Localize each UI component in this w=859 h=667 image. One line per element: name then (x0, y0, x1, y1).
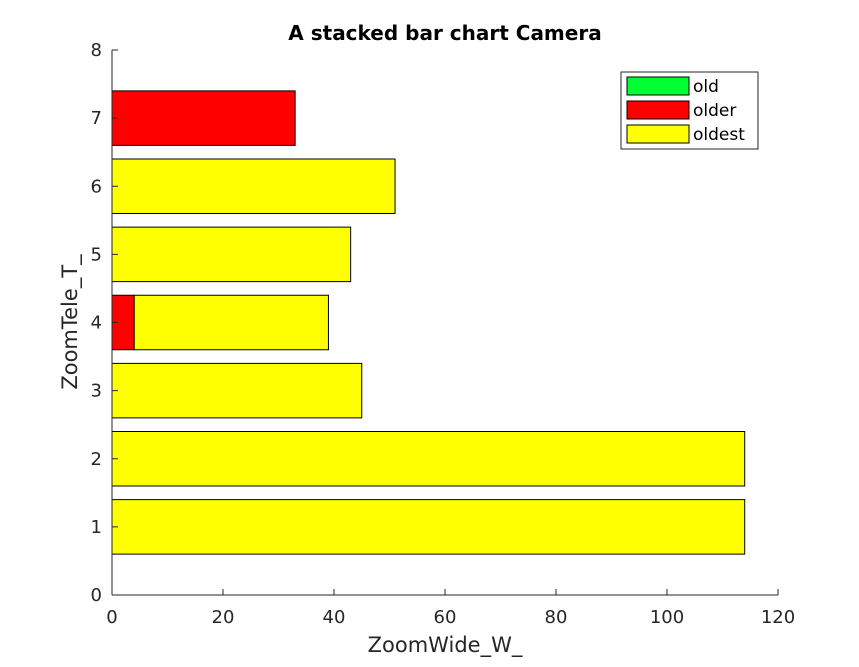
bars-group (111, 90, 746, 555)
y-tick-label-2: 2 (91, 449, 102, 470)
x-tick-label-40: 40 (323, 607, 346, 628)
bar-oldest-4 (133, 294, 329, 351)
x-tick-label-100: 100 (650, 607, 684, 628)
legend-swatch-old (626, 76, 690, 96)
bar-oldest-2 (111, 431, 746, 487)
x-axis-label: ZoomWide_W_ (368, 633, 523, 658)
bar-oldest-1 (111, 499, 746, 555)
bar-older-7 (111, 90, 296, 146)
y-tick-label-1: 1 (91, 517, 102, 538)
legend-swatch-oldest (626, 124, 690, 144)
legend-swatch-older (626, 100, 690, 120)
x-tick-label-0: 0 (106, 607, 117, 628)
y-tick-label-3: 3 (91, 381, 102, 402)
y-tick-label-8: 8 (91, 40, 102, 61)
x-tick-label-20: 20 (212, 607, 235, 628)
chart-title: A stacked bar chart Camera (288, 21, 601, 45)
y-axis-label: ZoomTele_T_ (58, 254, 83, 390)
y-tick-label-5: 5 (91, 244, 102, 265)
bar-oldest-5 (111, 226, 352, 283)
y-tick-label-0: 0 (91, 585, 102, 606)
x-tick-label-80: 80 (545, 607, 568, 628)
bar-oldest-3 (111, 362, 363, 419)
y-tick-label-7: 7 (91, 108, 102, 129)
y-tick-label-4: 4 (91, 313, 102, 334)
y-tick-label-6: 6 (91, 176, 102, 197)
bar-oldest-6 (111, 158, 396, 214)
axes-group: 0 20 40 60 80 100 120 0 1 2 3 4 5 6 7 8 (91, 40, 796, 628)
x-tick-label-120: 120 (761, 607, 795, 628)
legend-label-old: old (693, 77, 719, 97)
legend: old older oldest (620, 71, 759, 150)
x-tick-label-60: 60 (434, 607, 457, 628)
legend-label-oldest: oldest (693, 125, 745, 145)
legend-label-older: older (693, 101, 736, 121)
